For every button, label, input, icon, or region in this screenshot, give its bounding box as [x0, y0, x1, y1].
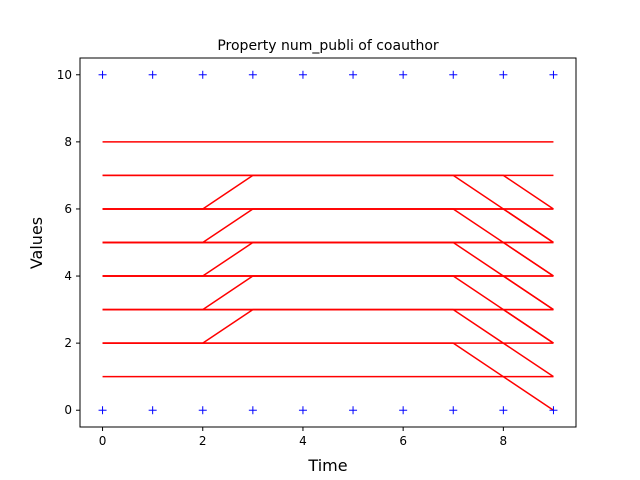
y-axis-label: Values: [27, 217, 46, 269]
marker-point-5: [349, 70, 358, 79]
y-tick-label-2: 2: [64, 336, 72, 350]
marker-point-1: [148, 70, 157, 79]
x-tick-label-0: 0: [99, 434, 107, 448]
series-line-13: [102, 174, 554, 210]
chart-title: Property num_publi of coauthor: [217, 38, 439, 54]
x-tick-label-4: 4: [299, 434, 307, 448]
marker-point-4: [298, 70, 307, 79]
marker-point-6: [399, 70, 408, 79]
plot-lines: [102, 141, 554, 411]
marker-point-2: [198, 70, 207, 79]
y-tick-label-4: 4: [64, 269, 72, 283]
marker-point-13: [248, 406, 257, 415]
marker-point-15: [349, 406, 358, 415]
x-tick-label-8: 8: [500, 434, 508, 448]
marker-point-18: [499, 406, 508, 415]
plot-frame: [79, 57, 577, 428]
marker-point-7: [449, 70, 458, 79]
marker-point-3: [248, 70, 257, 79]
marker-point-12: [198, 406, 207, 415]
marker-point-16: [399, 406, 408, 415]
series-line-18: [102, 342, 554, 411]
marker-point-19: [549, 406, 558, 415]
x-tick-label-2: 2: [199, 434, 207, 448]
y-tick-label-6: 6: [64, 202, 72, 216]
marker-point-14: [298, 406, 307, 415]
marker-point-10: [98, 406, 107, 415]
x-axis: 0 2 4 6 8: [99, 427, 507, 448]
marker-point-11: [148, 406, 157, 415]
y-tick-label-0: 0: [64, 403, 72, 417]
y-axis: 0 2 4 6 8 10: [57, 68, 80, 417]
y-tick-label-10: 10: [57, 68, 72, 82]
x-axis-label: Time: [307, 456, 347, 475]
marker-point-9: [549, 70, 558, 79]
marker-point-17: [449, 406, 458, 415]
marker-point-0: [98, 70, 107, 79]
y-tick-label-8: 8: [64, 135, 72, 149]
x-tick-label-6: 6: [399, 434, 407, 448]
marker-point-8: [499, 70, 508, 79]
plot-markers: [98, 70, 558, 415]
